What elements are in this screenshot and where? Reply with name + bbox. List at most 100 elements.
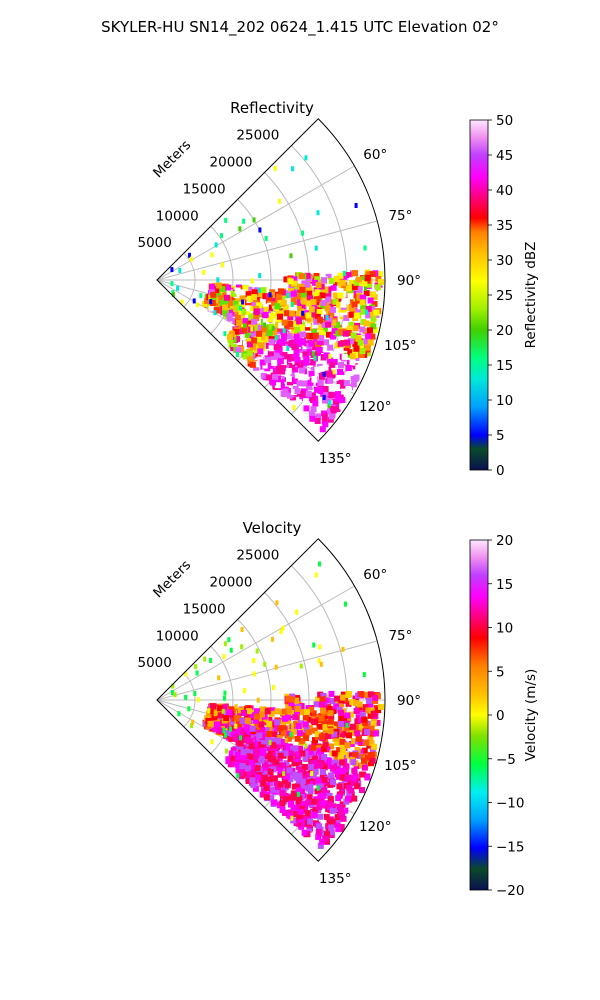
echo-cell [304, 155, 308, 161]
echo-cell [296, 760, 303, 767]
echo-cell [258, 725, 265, 732]
echo-cell [287, 755, 294, 762]
echo-cell [267, 362, 274, 369]
echo-cell [268, 292, 272, 298]
echo-cell [306, 349, 313, 356]
echo-cell [290, 723, 294, 729]
echo-cell [275, 299, 282, 306]
echo-cell [320, 707, 327, 714]
azimuth-tick-label: 120° [359, 819, 392, 835]
echo-cell [294, 302, 301, 309]
echo-cell [318, 283, 325, 290]
echo-cell [365, 271, 372, 278]
echo-cell [293, 697, 300, 704]
echo-cell [301, 380, 308, 387]
echo-cell [237, 743, 244, 750]
echo-cell [247, 358, 254, 365]
echo-cell [369, 306, 376, 313]
echo-cell [343, 725, 350, 732]
echo-cell [239, 289, 246, 296]
echo-cell [294, 372, 301, 379]
echo-cell [323, 339, 330, 346]
echo-cell [302, 755, 309, 762]
echo-cell [271, 359, 278, 366]
echo-cell [313, 701, 320, 708]
echo-cell [325, 321, 332, 328]
echo-cell [322, 389, 329, 396]
echo-cell [319, 302, 326, 309]
echo-cell [362, 672, 366, 678]
echo-cell [215, 282, 222, 289]
echo-cell [345, 272, 352, 279]
echo-cell [228, 750, 235, 757]
echo-cell [324, 296, 331, 303]
echo-cell [323, 831, 330, 838]
echo-cell [285, 703, 292, 710]
range-tick-label: 15000 [183, 181, 226, 197]
echo-cell [271, 684, 275, 690]
echo-cell [308, 359, 315, 366]
echo-cell [259, 338, 266, 345]
echo-cell [262, 318, 269, 325]
echo-cell [274, 335, 278, 341]
echo-cell [346, 385, 353, 392]
echo-cell [298, 273, 305, 280]
echo-cell [244, 309, 251, 316]
echo-cell [263, 336, 270, 343]
colorbar-label: Velocity (m/s) [523, 669, 539, 762]
echo-cell [295, 305, 302, 312]
echo-cell [262, 764, 269, 771]
echo-cell [350, 381, 357, 388]
echo-cell [339, 774, 346, 781]
echo-cell [322, 704, 329, 711]
echo-cell [328, 277, 335, 284]
echo-cell [338, 709, 345, 716]
echo-cell [265, 304, 272, 311]
echo-cell [217, 295, 224, 302]
echo-cell [251, 318, 258, 325]
echo-cell [334, 405, 341, 412]
echo-cell [299, 778, 306, 785]
echo-cell [271, 775, 278, 782]
echo-cell [223, 690, 227, 696]
echo-cell [248, 743, 255, 750]
echo-cell [274, 377, 281, 384]
echo-cell [285, 717, 292, 724]
echo-cell [358, 280, 365, 287]
echo-cell [247, 320, 254, 327]
echo-cell [344, 775, 351, 782]
echo-cell [359, 771, 366, 778]
echo-cell [318, 400, 325, 407]
echo-cell [333, 763, 340, 770]
range-tick-label: 20000 [210, 155, 253, 171]
echo-cell [325, 823, 332, 830]
echo-cell [295, 314, 302, 321]
echo-cell [277, 752, 284, 759]
echo-cell [314, 572, 318, 578]
echo-cell [270, 742, 277, 749]
echo-cell [262, 362, 269, 369]
echo-cell [303, 770, 310, 777]
echo-cell [322, 371, 326, 377]
echo-cell [327, 357, 334, 364]
echo-cell [307, 295, 314, 302]
echo-cell [364, 774, 371, 781]
echo-cell [252, 671, 256, 677]
echo-cell [235, 284, 242, 291]
echo-cell [316, 338, 323, 345]
echo-cell [373, 309, 380, 316]
echo-cell [313, 286, 320, 293]
echo-cell [295, 787, 302, 794]
echo-cell [287, 320, 294, 327]
echo-cell [356, 752, 363, 759]
echo-cell [209, 657, 213, 663]
echo-cell [184, 671, 188, 677]
echo-cell [242, 323, 246, 329]
echo-cell [291, 166, 295, 172]
echo-cell [278, 322, 285, 329]
echo-cell [280, 390, 287, 397]
echo-cell [336, 747, 343, 754]
echo-cell [220, 262, 224, 268]
echo-cell [266, 329, 273, 336]
